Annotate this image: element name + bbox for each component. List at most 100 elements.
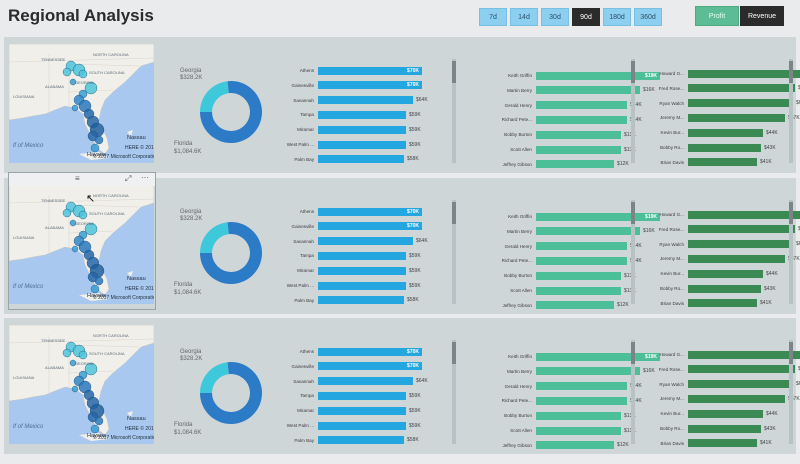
bar[interactable]: $44K [688, 269, 778, 278]
bar[interactable]: $12K [536, 301, 629, 310]
bar-row[interactable]: Palm Bay $58K [254, 436, 419, 445]
bar-row[interactable]: Kevin Bur... $44K [624, 269, 778, 278]
bar-row[interactable]: Gerald Henry $14K [472, 242, 642, 251]
bar[interactable]: $41K [688, 439, 772, 448]
bar[interactable]: $70K [318, 66, 422, 75]
bar-row[interactable]: Jeremy M... $57K [624, 394, 800, 403]
bar-row[interactable]: West Palm ... $59K [254, 421, 421, 430]
bar-row[interactable]: Gerald Henry $14K [472, 101, 642, 110]
bar[interactable]: $62K [688, 380, 800, 389]
bar-row[interactable]: Ryan Walch $62K [624, 99, 800, 108]
bar-row[interactable]: Jeremy M... $57K [624, 254, 800, 263]
bar-row[interactable]: Kevin Bur... $44K [624, 409, 778, 418]
bar[interactable]: $70K [318, 207, 422, 216]
map-bubble[interactable] [69, 78, 77, 86]
bar[interactable]: $59K [318, 421, 421, 430]
map-bubble[interactable] [71, 245, 79, 253]
bar-row[interactable]: Miramar $59K [254, 266, 421, 275]
bar[interactable]: $70K [318, 222, 422, 231]
bar[interactable]: $16K [536, 86, 655, 95]
map-bubble[interactable] [78, 350, 88, 360]
range-90d-button[interactable]: 90d [572, 8, 600, 26]
bar[interactable]: $59K [318, 125, 421, 134]
scrollbar[interactable] [452, 340, 456, 444]
map-bubble[interactable] [84, 81, 98, 95]
bar-row[interactable]: Martin Berry $16K [472, 227, 655, 236]
scrollbar[interactable] [789, 340, 793, 444]
bar[interactable]: $43K [688, 284, 776, 293]
bar[interactable]: $70K [318, 362, 422, 371]
scrollbar[interactable] [452, 59, 456, 163]
bar-row[interactable]: Jeremy M... $57K [624, 113, 800, 122]
bar[interactable]: $59K [318, 140, 421, 149]
bar-row[interactable]: Richard Pete... $14K [472, 115, 642, 124]
map-bubble[interactable] [90, 424, 100, 434]
bar-row[interactable]: West Palm ... $59K [254, 281, 421, 290]
bar-row[interactable]: Palm Bay $58K [254, 296, 419, 305]
bar[interactable]: $16K [536, 367, 655, 376]
bar[interactable]: $59K [318, 251, 421, 260]
map-bubble[interactable] [78, 210, 88, 220]
bar-row[interactable]: Keith Griffin $19K [472, 352, 660, 361]
bar[interactable]: $44K [688, 128, 778, 137]
bar-row[interactable]: Howard G... $85K [624, 69, 800, 78]
map-bubble[interactable] [90, 143, 100, 153]
map-bubble[interactable] [69, 359, 77, 367]
scrollbar-thumb[interactable] [452, 342, 456, 364]
bar[interactable]: $57K [688, 113, 800, 122]
region-map[interactable]: NORTH CAROLINA TENNESSEE SOUTH CAROLINA GEO… [9, 325, 154, 444]
bar[interactable]: $43K [688, 424, 776, 433]
more-options-icon[interactable]: ··· [141, 173, 149, 182]
bar[interactable]: $85K [688, 350, 800, 359]
region-map[interactable]: NORTH CAROLINA TENNESSEE SOUTH CAROLINA GEO… [9, 185, 154, 304]
bar-row[interactable]: Fred Rose... $63K [624, 365, 800, 374]
bar[interactable]: $13K [536, 411, 636, 420]
bar-row[interactable]: Athens $70K [254, 347, 422, 356]
bar-row[interactable]: Tampa $59K [254, 251, 421, 260]
bar-row[interactable]: Keith Griffin $19K [472, 71, 660, 80]
bar[interactable]: $62K [688, 240, 800, 249]
donut-slice-florida[interactable] [200, 81, 262, 143]
revenue-button[interactable]: Revenue [740, 6, 784, 26]
bar[interactable]: $59K [318, 110, 421, 119]
donut-slice-florida[interactable] [200, 362, 262, 424]
scrollbar-thumb[interactable] [452, 61, 456, 83]
bar-row[interactable]: Keith Griffin $19K [472, 212, 660, 221]
bar-row[interactable]: Richard Pete... $14K [472, 396, 642, 405]
donut-slice-georgia[interactable] [200, 362, 229, 393]
bar[interactable]: $16K [536, 227, 655, 236]
map-bubble[interactable] [94, 135, 104, 145]
scrollbar[interactable] [631, 200, 635, 304]
bar[interactable]: $58K [318, 296, 419, 305]
bar-row[interactable]: Bobby Burton $13K [472, 271, 636, 280]
drag-handle-icon[interactable]: ≡ [75, 174, 80, 183]
bar[interactable]: $70K [318, 81, 422, 90]
scrollbar[interactable] [789, 200, 793, 304]
bar[interactable]: $13K [536, 426, 636, 435]
bar-row[interactable]: Scott Allen $13K [472, 426, 636, 435]
bar-row[interactable]: Richard Pete... $14K [472, 256, 642, 265]
bar[interactable]: $41K [688, 158, 772, 167]
bar-row[interactable]: Athens $70K [254, 66, 422, 75]
bar-row[interactable]: Gerald Henry $14K [472, 382, 642, 391]
bar-row[interactable]: Bobby Burton $13K [472, 130, 636, 139]
bar-row[interactable]: Miramar $59K [254, 125, 421, 134]
bar[interactable]: $13K [536, 130, 636, 139]
bar-row[interactable]: Howard G... $85K [624, 210, 800, 219]
bar[interactable]: $63K [688, 84, 800, 93]
map-bubble[interactable] [62, 348, 72, 358]
map-bubble[interactable] [84, 362, 98, 376]
bar[interactable]: $57K [688, 254, 800, 263]
bar[interactable]: $14K [536, 396, 642, 405]
bar[interactable]: $64K [318, 237, 428, 246]
map-bubble[interactable] [84, 222, 98, 236]
scrollbar-thumb[interactable] [631, 202, 635, 224]
bar[interactable]: $19K [536, 212, 660, 221]
bar-row[interactable]: Brian Davis $41K [624, 439, 772, 448]
profit-button[interactable]: Profit [695, 6, 739, 26]
bar-row[interactable]: Howard G... $85K [624, 350, 800, 359]
bar[interactable]: $14K [536, 242, 642, 251]
bar[interactable]: $19K [536, 71, 660, 80]
bar-row[interactable]: Ryan Walch $62K [624, 240, 800, 249]
scrollbar[interactable] [789, 59, 793, 163]
